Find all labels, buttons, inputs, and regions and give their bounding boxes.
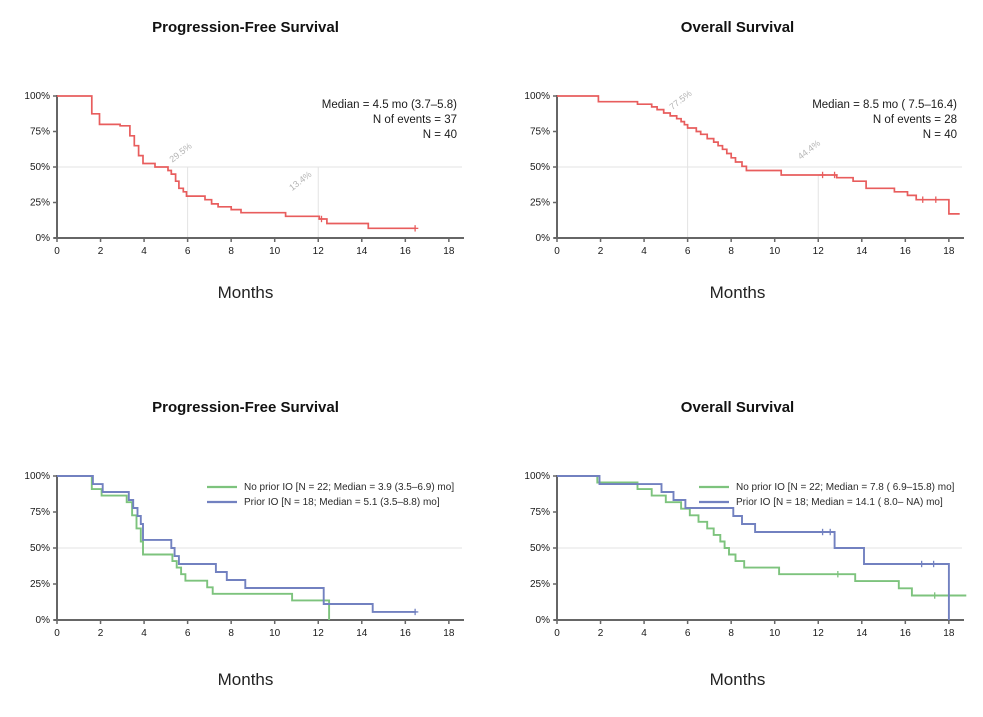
svg-text:0%: 0% [536, 233, 551, 244]
svg-text:14: 14 [856, 628, 868, 639]
svg-text:16: 16 [900, 246, 912, 257]
svg-text:6: 6 [685, 246, 691, 257]
svg-text:8: 8 [228, 628, 234, 639]
svg-text:18: 18 [943, 246, 955, 257]
svg-text:0: 0 [554, 246, 560, 257]
svg-text:12: 12 [313, 246, 325, 257]
svg-text:10: 10 [269, 628, 281, 639]
svg-text:12: 12 [313, 628, 325, 639]
panel-title: Progression-Free Survival [152, 19, 339, 37]
svg-text:4: 4 [141, 246, 147, 257]
svg-text:100%: 100% [24, 91, 50, 102]
svg-text:N = 40: N = 40 [923, 129, 957, 141]
svg-text:25%: 25% [530, 579, 550, 590]
svg-text:18: 18 [943, 628, 955, 639]
svg-text:2: 2 [98, 246, 104, 257]
svg-text:50%: 50% [530, 543, 550, 554]
svg-text:0%: 0% [536, 615, 551, 626]
svg-text:8: 8 [728, 628, 734, 639]
panel-title: Overall Survival [680, 399, 795, 417]
svg-text:44.4%: 44.4% [796, 138, 822, 162]
panel-title: Progression-Free Survival [152, 399, 339, 417]
svg-text:0: 0 [554, 628, 560, 639]
svg-text:2: 2 [598, 246, 604, 257]
panel-pfs-by-prior-io: Progression-Free Survival 0 2 4 6 8 10 12 14 16 1… [0, 378, 491, 717]
svg-text:18: 18 [443, 246, 455, 257]
svg-text:100%: 100% [524, 471, 550, 482]
svg-text:14: 14 [356, 628, 368, 639]
svg-text:75%: 75% [30, 507, 50, 518]
svg-text:4: 4 [141, 628, 147, 639]
svg-text:16: 16 [400, 628, 412, 639]
svg-text:10: 10 [269, 246, 281, 257]
svg-text:50%: 50% [30, 162, 50, 173]
svg-text:14: 14 [356, 246, 368, 257]
svg-text:50%: 50% [530, 162, 550, 173]
svg-text:6: 6 [685, 628, 691, 639]
svg-text:77.5%: 77.5% [667, 88, 693, 112]
svg-text:Median = 8.5 mo ( 7.5–16.4): Median = 8.5 mo ( 7.5–16.4) [812, 99, 957, 111]
x-axis-label: Months [217, 670, 274, 689]
svg-text:75%: 75% [530, 127, 550, 138]
svg-text:Median = 4.5 mo (3.7–5.8): Median = 4.5 mo (3.7–5.8) [322, 99, 457, 111]
svg-text:25%: 25% [530, 198, 550, 209]
os-by-prior-io-plot: 0 2 4 6 8 10 12 14 16 18 0% 25% 50% 75% 100% No prior I… [524, 471, 967, 639]
svg-text:4: 4 [641, 628, 647, 639]
svg-text:12: 12 [813, 628, 825, 639]
svg-text:13.4%: 13.4% [287, 169, 313, 193]
panel-os-all: Overall Survival 0 2 4 6 8 10 12 14 16 18 0% 25% 50%… [492, 0, 983, 340]
svg-text:N of events = 28: N of events = 28 [873, 114, 957, 126]
panel-pfs-all: Progression-Free Survival 0 2 4 6 8 10 12 14 16 1… [0, 0, 491, 340]
pfs-by-prior-io-plot: 0 2 4 6 8 10 12 14 16 18 0% 25% 50% 75% 100% No prior I… [24, 471, 464, 639]
svg-text:2: 2 [98, 628, 104, 639]
svg-text:25%: 25% [30, 198, 50, 209]
svg-text:2: 2 [598, 628, 604, 639]
svg-text:16: 16 [900, 628, 912, 639]
os-all-plot: 0 2 4 6 8 10 12 14 16 18 0% 25% 50% 75% 100% Median = 8… [524, 88, 964, 257]
svg-text:10: 10 [769, 628, 781, 639]
x-axis-label: Months [709, 670, 766, 689]
panel-title: Overall Survival [680, 19, 795, 37]
svg-text:100%: 100% [24, 471, 50, 482]
panel-os-by-prior-io: Overall Survival 0 2 4 6 8 10 12 14 16 18 0% 25% 50%… [492, 378, 983, 717]
svg-text:Prior IO [N = 18; Median = 14.: Prior IO [N = 18; Median = 14.1 ( 8.0– N… [736, 497, 943, 508]
x-axis-label: Months [217, 283, 274, 302]
pfs-all-plot: 0 2 4 6 8 10 12 14 16 18 0% 25% 50% 75% 100% Median = 4… [24, 91, 464, 257]
svg-text:Prior IO [N = 18; Median = 5.1: Prior IO [N = 18; Median = 5.1 (3.5–8.8)… [244, 497, 440, 508]
svg-text:18: 18 [443, 628, 455, 639]
svg-text:0%: 0% [36, 233, 51, 244]
svg-text:29.5%: 29.5% [167, 141, 193, 165]
svg-text:6: 6 [185, 246, 191, 257]
svg-text:12: 12 [813, 246, 825, 257]
svg-text:0: 0 [54, 628, 60, 639]
svg-text:75%: 75% [530, 507, 550, 518]
x-axis-label: Months [709, 283, 766, 302]
svg-text:N = 40: N = 40 [423, 129, 457, 141]
svg-text:25%: 25% [30, 579, 50, 590]
svg-text:0: 0 [54, 246, 60, 257]
svg-text:N of events = 37: N of events = 37 [373, 114, 457, 126]
svg-text:8: 8 [728, 246, 734, 257]
svg-text:0%: 0% [36, 615, 51, 626]
svg-text:16: 16 [400, 246, 412, 257]
svg-text:50%: 50% [30, 543, 50, 554]
svg-text:14: 14 [856, 246, 868, 257]
svg-text:4: 4 [641, 246, 647, 257]
svg-text:No prior IO [N = 22; Median =: No prior IO [N = 22; Median = 3.9 (3.5–6… [244, 482, 454, 493]
svg-text:No prior IO [N = 22; Median =: No prior IO [N = 22; Median = 7.8 ( 6.9–… [736, 482, 955, 493]
svg-text:75%: 75% [30, 127, 50, 138]
svg-text:10: 10 [769, 246, 781, 257]
svg-text:8: 8 [228, 246, 234, 257]
svg-text:100%: 100% [524, 91, 550, 102]
svg-text:6: 6 [185, 628, 191, 639]
